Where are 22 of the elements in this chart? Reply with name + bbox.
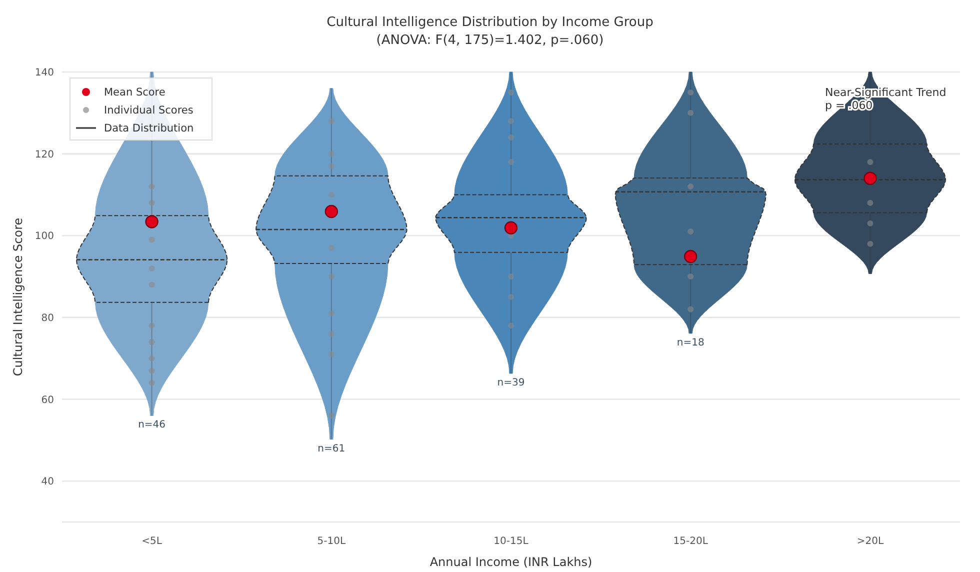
y-tick-label: 60 (41, 394, 54, 406)
y-tick-label: 140 (34, 68, 54, 78)
annotation: n=46 (138, 420, 166, 431)
y-tick-label: 80 (41, 312, 54, 324)
legend-label: Individual Scores (104, 104, 194, 117)
y-tick-label: 40 (41, 476, 54, 488)
x-tick-label: >20L (856, 536, 884, 547)
y-axis-title: Cultural Intelligence Score (11, 218, 25, 376)
legend-label: Data Distribution (104, 122, 194, 135)
chart-title: Cultural Intelligence Distribution by Income Group (326, 15, 654, 30)
x-tick-label: <5L (142, 536, 162, 547)
annotation: n=18 (676, 337, 704, 348)
x-tick-label: 15-20L (673, 536, 708, 547)
y-tick-label: 120 (34, 149, 54, 160)
x-tick-label: 10-15L (494, 536, 529, 547)
chart-subtitle: (ANOVA: F(4, 175)=1.402, p=.060) (376, 33, 604, 48)
x-tick-label: 5-10L (317, 536, 346, 547)
x-axis-title: Annual Income (INR Lakhs) (430, 555, 592, 569)
annotation: n=39 (497, 378, 525, 388)
y-tick-label: 100 (34, 231, 54, 242)
legend-label: Mean Score (104, 86, 166, 99)
annotation: n=61 (318, 443, 346, 454)
